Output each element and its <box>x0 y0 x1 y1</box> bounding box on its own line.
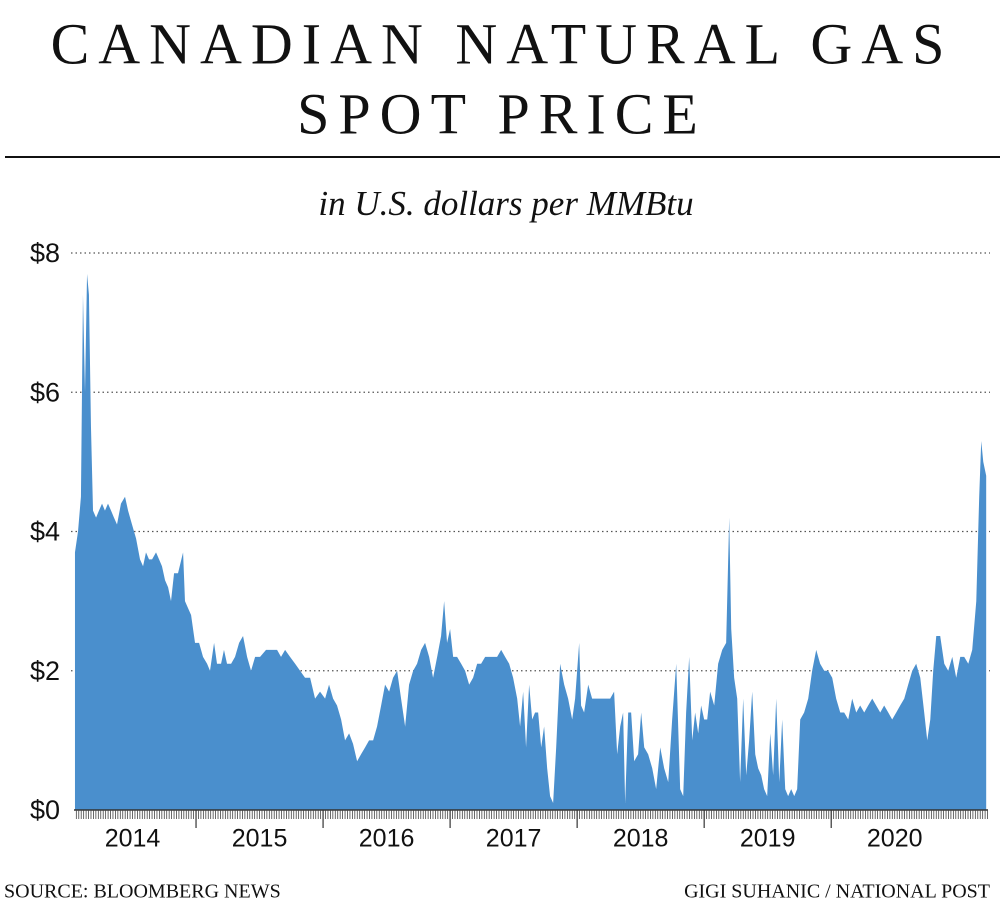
x-tick-label-bg <box>227 824 292 854</box>
minor-ticks <box>75 810 988 819</box>
subtitle: in U.S. dollars per MMBtu <box>318 184 693 223</box>
x-tick-label-bg <box>735 824 800 854</box>
x-tick-label: 2019 <box>740 825 796 853</box>
area <box>74 273 987 810</box>
y-tick-label: $8 <box>30 238 60 268</box>
y-tick-label: $4 <box>30 517 60 547</box>
x-tick-label-bg <box>100 824 165 854</box>
x-tick-label: 2016 <box>359 825 415 853</box>
x-tick-label-bg <box>862 824 927 854</box>
x-tick-label-bg <box>608 824 673 854</box>
x-tick-label: 2015 <box>232 825 288 853</box>
chart-title: SPOT PRICE <box>297 81 707 146</box>
x-tick-label: 2018 <box>613 825 669 853</box>
x-tick-label: 2014 <box>105 825 161 853</box>
x-tick-label: 2020 <box>867 825 923 853</box>
x-tick-label-bg <box>481 824 546 854</box>
x-tick-label: 2017 <box>486 825 542 853</box>
y-tick-label: $6 <box>30 377 60 407</box>
source: SOURCE: BLOOMBERG NEWS <box>4 881 281 903</box>
chart-title: CANADIAN NATURAL GAS <box>51 11 954 76</box>
x-tick-label-bg <box>354 824 419 854</box>
y-tick-label: $0 <box>30 795 60 825</box>
y-tick-label: $2 <box>30 656 60 686</box>
credit: GIGI SUHANIC / NATIONAL POST <box>684 881 990 903</box>
